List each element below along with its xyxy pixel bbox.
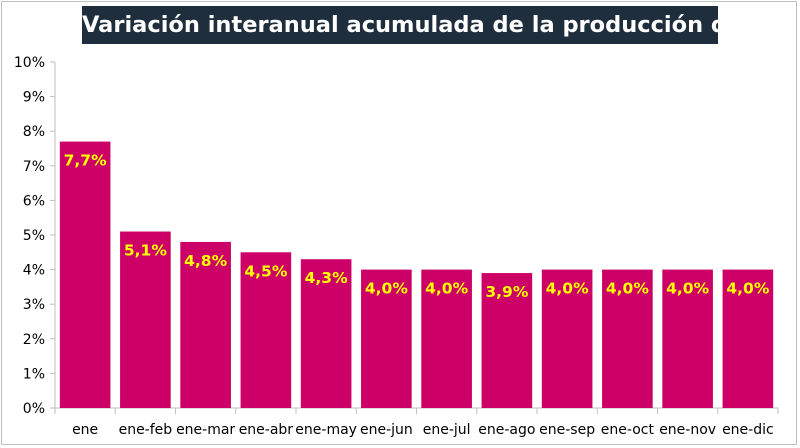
chart-data-labels: 7,7% ene 5,1% ene-feb 4,8% ene-mar 4,5% ene-abr… [64,152,774,438]
category-label-ene-dic: ene-dic [722,422,774,438]
category-label-ene-jul: ene-jul [423,422,471,438]
data-label-ene-mar: 4,8% [184,252,227,270]
bar-ene-jul [421,269,472,408]
data-label-ene-ago: 3,9% [485,283,528,301]
category-label-ene-oct: ene-oct [601,422,655,438]
y-tick-label: 9% [23,90,45,106]
y-tick-label: 0% [23,401,45,417]
category-label-ene-nov: ene-nov [659,422,716,438]
bar-ene-may [300,259,352,408]
category-label-ene-may: ene-may [295,422,357,438]
chart-bars [59,141,774,408]
y-tick-label: 10% [14,55,45,71]
data-label-ene-abr: 4,5% [244,262,287,280]
bar-ene-dic [722,269,774,408]
data-label-ene-oct: 4,0% [606,280,649,298]
category-label-ene-jun: ene-jun [360,422,413,438]
y-tick-label: 4% [23,263,45,279]
y-tick-label: 3% [23,297,45,313]
bar-ene-feb [120,231,171,408]
y-tick-label: 6% [23,193,45,209]
bar-ene [59,141,111,408]
bar-ene-sep [541,269,593,408]
category-label-ene-abr: ene-abr [239,422,294,438]
data-label-ene-jul: 4,0% [425,280,468,298]
data-label-ene: 7,7% [64,152,107,170]
bar-ene-nov [662,269,713,408]
category-label-ene-mar: ene-mar [176,422,235,438]
bar-ene-jun [361,269,412,408]
chart-title: Variación interanual acumulada de la pro… [82,6,718,44]
category-label-ene-sep: ene-sep [539,422,595,438]
bar-ene-oct [602,269,653,408]
y-tick-label: 7% [23,159,45,175]
bar-ene-abr [240,252,292,408]
y-tick-label: 2% [23,332,45,348]
bar-ene-mar [180,241,231,408]
y-tick-label: 8% [23,124,45,140]
data-label-ene-dic: 4,0% [726,280,769,298]
category-label-ene-feb: ene-feb [119,422,173,438]
y-tick-label: 5% [23,228,45,244]
data-label-ene-may: 4,3% [305,269,348,287]
category-label-ene: ene [72,422,98,438]
y-tick-label: 1% [23,366,45,382]
data-label-ene-sep: 4,0% [546,280,589,298]
bar-ene-ago [481,273,533,408]
data-label-ene-jun: 4,0% [365,280,408,298]
category-label-ene-ago: ene-ago [478,422,535,438]
data-label-ene-feb: 5,1% [124,242,167,260]
chart-axes: 0% 1% 2% 3% 4% 5% 6% 7% 8% 9% 10% [14,55,779,417]
data-label-ene-nov: 4,0% [666,280,709,298]
